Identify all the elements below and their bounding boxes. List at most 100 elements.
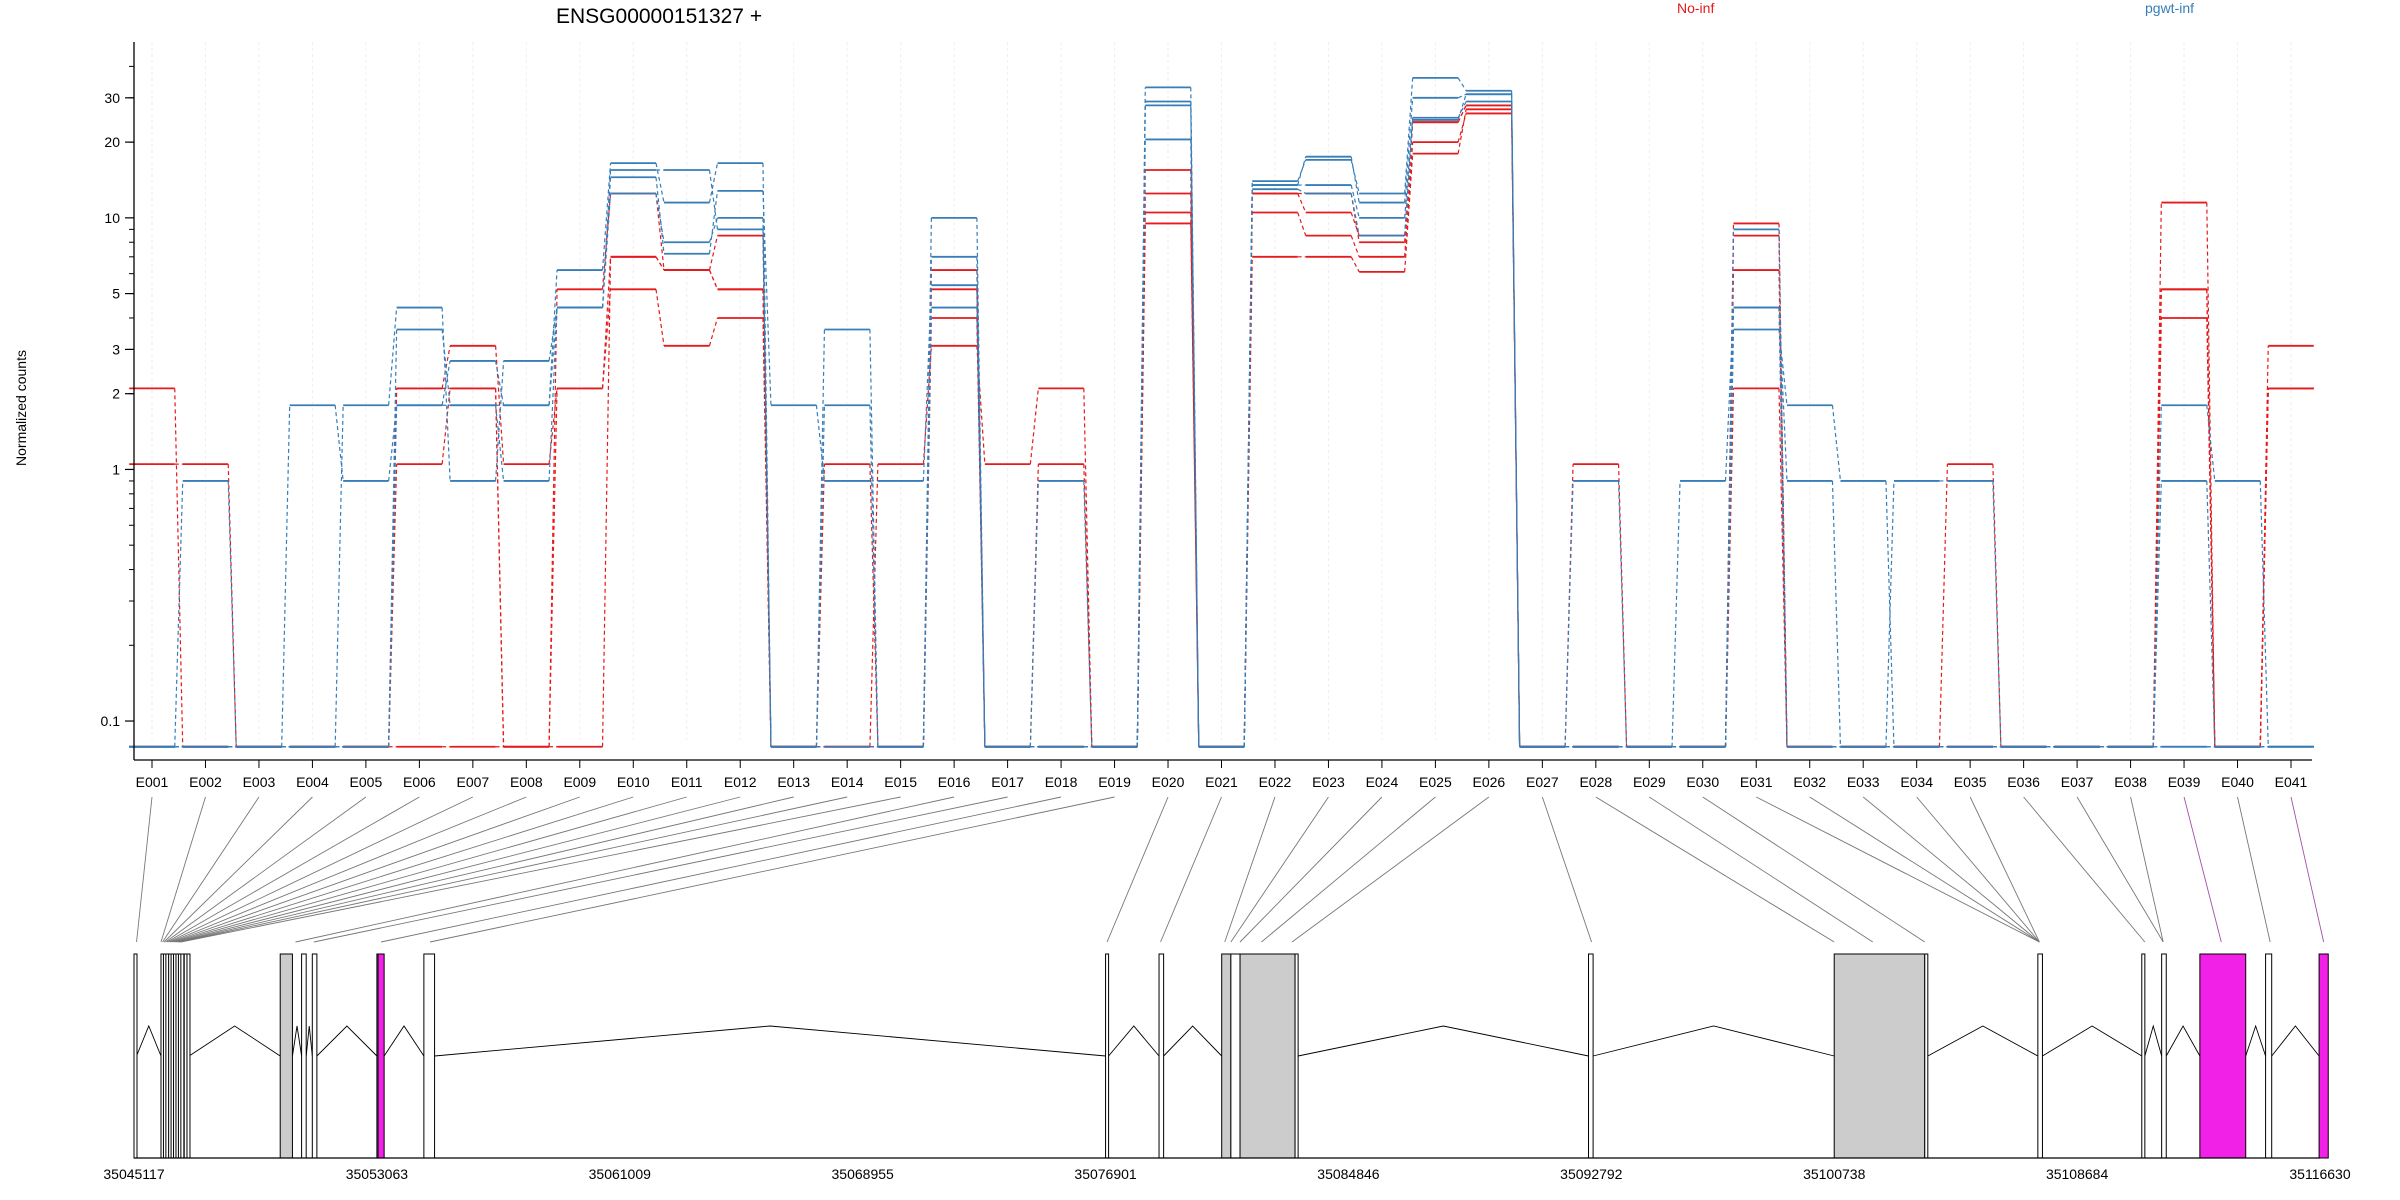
y-tick-label: 2 <box>112 386 120 402</box>
series-connector <box>1724 307 1735 747</box>
series-connector <box>1885 480 1895 747</box>
series-connector <box>548 388 558 465</box>
x-tick-label: E040 <box>2221 774 2254 790</box>
exon-link <box>1916 796 2040 943</box>
x-tick-label: E022 <box>1259 774 1292 790</box>
gene-model <box>133 953 2329 1159</box>
series-connector <box>2259 345 2269 747</box>
gene-exon <box>1588 953 1594 1159</box>
exon-link <box>2183 796 2222 943</box>
exon-link <box>2076 796 2164 943</box>
exon-link <box>160 796 206 943</box>
series-connector <box>708 317 719 346</box>
series-connector <box>227 480 237 747</box>
axes <box>133 42 2312 761</box>
x-tick-label: E005 <box>350 774 383 790</box>
gene-exon <box>2318 953 2329 1159</box>
series-connector <box>1350 193 1360 236</box>
series-connector <box>174 480 184 747</box>
exon-link <box>1261 796 1436 943</box>
series-connector <box>1617 480 1628 747</box>
exon-link <box>176 796 741 943</box>
coordinate-label: 35092792 <box>1560 1166 1623 1182</box>
series-connector <box>494 405 505 482</box>
series-connector <box>655 256 665 271</box>
series-connector <box>1404 119 1414 236</box>
exon-link <box>169 796 527 943</box>
gene-exon <box>1833 953 1926 1159</box>
series-connector <box>388 464 398 747</box>
series-connector <box>227 464 237 747</box>
gene-exon <box>377 953 385 1159</box>
series-connector <box>1243 189 1253 747</box>
series-connector <box>1297 212 1307 236</box>
genomic-coordinates: 35045117 35053063 35061009 35068955 35076901… <box>103 1166 2350 1182</box>
series-connector <box>1190 101 1200 747</box>
series-connector <box>1831 480 1842 747</box>
legend-pgwt-inf: pgwt-inf <box>2145 0 2194 16</box>
x-tick-label: E023 <box>1312 774 1345 790</box>
gene-exon <box>311 953 318 1159</box>
series-connector <box>1992 480 2002 747</box>
series-8 <box>129 93 2314 748</box>
y-tick-label: 1 <box>112 461 120 477</box>
exon-link <box>173 796 634 943</box>
series-connector <box>548 307 558 481</box>
series-connector <box>922 217 932 747</box>
series-connector <box>869 464 879 747</box>
x-tick-label: E032 <box>1793 774 1826 790</box>
exon-link <box>429 796 1115 943</box>
exon-link <box>174 796 687 943</box>
y-tick-label: 3 <box>112 341 120 357</box>
intron <box>305 1025 313 1057</box>
exon-link <box>380 796 1062 943</box>
y-axis-label: Normalized counts <box>13 350 29 466</box>
exon-link <box>1595 796 1835 943</box>
coordinate-label: 35053063 <box>346 1166 409 1182</box>
gene-exon <box>1924 953 1929 1159</box>
gene-exon <box>1221 953 1232 1159</box>
x-tick-label: E019 <box>1098 774 1131 790</box>
series-connector <box>2206 202 2216 747</box>
series-connector <box>1778 307 1788 747</box>
series-connector <box>708 169 719 230</box>
series-connector <box>1778 388 1788 747</box>
exon-link <box>1106 796 1169 943</box>
series-connector <box>1404 142 1414 257</box>
series-connector <box>2206 289 2216 747</box>
series-connector <box>1564 480 1574 747</box>
coordinate-label: 35076901 <box>1074 1166 1137 1182</box>
y-tick-label: 20 <box>104 134 120 150</box>
series-connector <box>2206 405 2216 482</box>
exon-link <box>1230 796 1329 943</box>
series-2 <box>129 112 2314 748</box>
series-connector <box>1404 117 1414 218</box>
series-connector <box>494 388 505 747</box>
x-tick-label: E020 <box>1152 774 1185 790</box>
intron <box>316 1025 378 1057</box>
exon-link <box>171 796 580 943</box>
intron <box>1298 1025 1589 1057</box>
series-connector <box>1136 105 1146 747</box>
series-connector <box>1350 256 1360 273</box>
series-connector <box>869 405 879 747</box>
series-connector <box>601 256 612 389</box>
intron <box>383 1025 425 1057</box>
exon-link <box>1756 796 2040 943</box>
series-connector <box>1724 307 1735 481</box>
x-tick-label: E026 <box>1473 774 1506 790</box>
series-connector <box>708 190 719 254</box>
gene-exon <box>1105 953 1110 1159</box>
series-connector <box>1083 464 1093 747</box>
intron <box>188 1025 281 1057</box>
exon-link <box>313 796 1008 943</box>
gene-exon <box>279 953 293 1159</box>
legend-no-inf: No-inf <box>1677 0 1714 16</box>
exon-link <box>1809 796 2040 943</box>
coordinate-label: 35116630 <box>2289 1166 2350 1182</box>
intron <box>1108 1025 1160 1057</box>
series-connector <box>1029 388 1039 465</box>
series-connector <box>1350 156 1360 203</box>
series-connector <box>2152 202 2162 747</box>
